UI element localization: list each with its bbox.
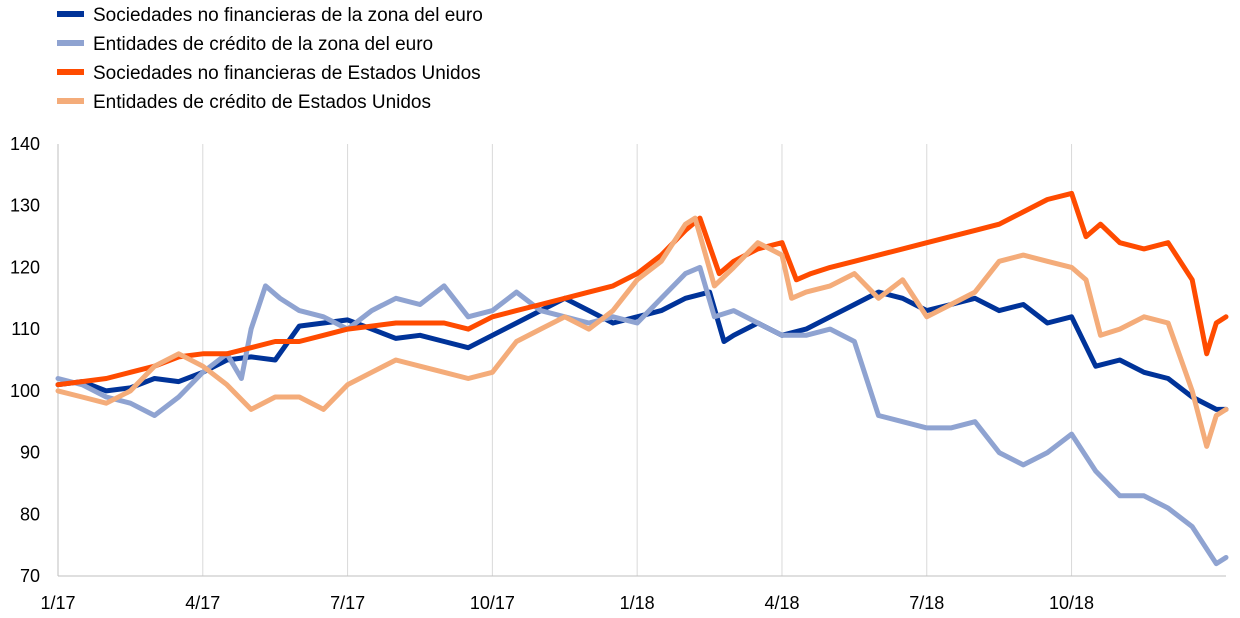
x-tick-label: 4/18 xyxy=(764,593,799,613)
x-tick-label: 1/17 xyxy=(40,593,75,613)
series-line-1 xyxy=(55,289,1229,412)
y-tick-label: 70 xyxy=(20,566,40,586)
x-tick-label: 7/17 xyxy=(330,593,365,613)
y-axis-tick-labels: 70 80 90 100 110 120 130 140 xyxy=(10,134,40,586)
x-tick-label: 1/18 xyxy=(620,593,655,613)
series-lines xyxy=(55,190,1229,567)
y-tick-label: 110 xyxy=(11,319,40,339)
y-tick-label: 80 xyxy=(20,504,40,524)
y-tick-label: 120 xyxy=(10,257,40,277)
y-tick-label: 140 xyxy=(10,134,40,154)
series-line-3 xyxy=(55,190,1229,388)
x-tick-label: 10/17 xyxy=(470,593,515,613)
axes xyxy=(57,144,1226,577)
y-tick-label: 90 xyxy=(20,443,40,463)
series-line-2 xyxy=(55,264,1229,567)
legend: Sociedades no financieras de la zona del… xyxy=(57,5,483,113)
vertical-grid xyxy=(202,144,1073,576)
y-tick-label: 130 xyxy=(10,196,40,216)
x-tick-label: 4/17 xyxy=(185,593,220,613)
x-axis-tick-labels: 1/17 4/17 7/17 10/17 1/18 4/18 7/18 10/18 xyxy=(40,593,1094,613)
legend-label-4: Entidades de crédito de Estados Unidos xyxy=(93,92,431,113)
legend-label-3: Sociedades no financieras de Estados Uni… xyxy=(93,63,481,84)
legend-label-1: Sociedades no financieras de la zona del… xyxy=(93,5,483,26)
x-tick-label: 7/18 xyxy=(909,593,944,613)
y-tick-label: 100 xyxy=(10,381,40,401)
x-tick-label: 10/18 xyxy=(1049,593,1094,613)
series-line-4 xyxy=(55,215,1229,449)
legend-label-2: Entidades de crédito de la zona del euro xyxy=(93,34,433,55)
